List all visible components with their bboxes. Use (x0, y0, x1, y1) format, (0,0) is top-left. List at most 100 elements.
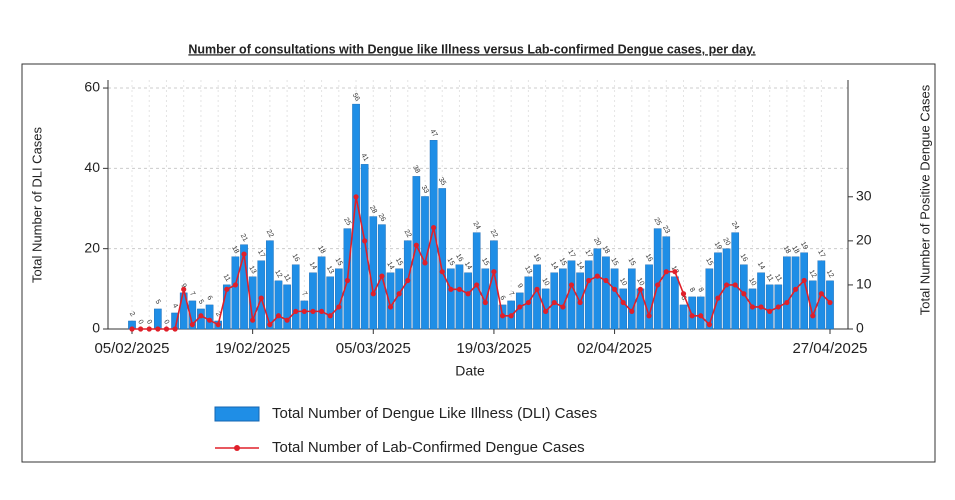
value-label: 15 (627, 257, 637, 267)
bar (429, 140, 438, 330)
y2-tick-label: 10 (856, 276, 872, 292)
point (775, 304, 781, 310)
value-label: 26 (377, 213, 387, 223)
value-label: 5 (154, 299, 162, 306)
bar (584, 260, 593, 330)
point (810, 313, 816, 319)
legend-label: Total Number of Lab-Confirmed Dengue Cas… (272, 439, 585, 456)
value-label: 14 (549, 261, 559, 271)
y-tick-label: 40 (84, 159, 100, 175)
point (241, 251, 247, 257)
point (215, 321, 221, 328)
point (517, 304, 523, 310)
bar (481, 268, 490, 330)
value-label: 20 (592, 237, 602, 247)
bar (610, 268, 619, 330)
value-label: 13 (247, 265, 257, 275)
value-label: 33 (420, 185, 430, 195)
point (801, 277, 807, 284)
value-label: 15 (609, 257, 619, 267)
value-label: 10 (618, 277, 628, 287)
value-label: 15 (480, 257, 490, 267)
value-label: 17 (256, 249, 266, 259)
bar (627, 268, 636, 330)
point (474, 282, 480, 288)
value-label: 41 (359, 152, 369, 162)
bar (317, 256, 326, 330)
point (715, 295, 721, 301)
y2-tick-label: 30 (856, 187, 872, 203)
value-label: 11 (765, 273, 775, 283)
point (560, 304, 566, 310)
value-label: 16 (532, 253, 542, 263)
point (129, 326, 135, 332)
point (482, 299, 488, 306)
point (301, 308, 307, 314)
point (594, 273, 600, 279)
point (344, 277, 351, 284)
value-label: 22 (402, 229, 412, 239)
bar (455, 264, 464, 330)
value-label: 19 (713, 241, 723, 251)
point (680, 291, 687, 297)
value-label: 10 (635, 277, 645, 287)
point (155, 326, 161, 332)
value-label: 18 (790, 245, 800, 255)
point (603, 277, 609, 284)
bar (386, 272, 395, 330)
point (818, 291, 824, 297)
point (568, 282, 575, 288)
line (132, 196, 831, 330)
bar (714, 252, 722, 330)
point (508, 313, 514, 319)
value-label: 7 (188, 291, 196, 298)
point (353, 194, 359, 200)
value-label: 12 (807, 269, 817, 279)
bar (653, 228, 662, 330)
point (586, 277, 592, 284)
bar (309, 272, 317, 330)
point (827, 299, 833, 306)
bar (740, 264, 748, 330)
point (629, 308, 635, 314)
value-label: 14 (385, 261, 395, 271)
value-label: 10 (540, 277, 550, 287)
value-label: 16 (739, 253, 749, 263)
value-label: 0 (145, 319, 153, 326)
value-label: 15 (334, 257, 344, 267)
bar (326, 276, 335, 330)
bar (662, 236, 671, 330)
value-label: 16 (644, 253, 654, 263)
chart-title: Number of consultations with Dengue like… (188, 42, 755, 56)
value-label: 8 (688, 287, 696, 294)
value-label: 7 (507, 291, 515, 298)
point (387, 304, 394, 310)
point (431, 225, 437, 231)
point (723, 282, 730, 288)
value-label: 18 (316, 245, 326, 255)
point (792, 286, 799, 292)
value-label: 56 (351, 92, 361, 102)
point (672, 269, 678, 275)
point (362, 238, 368, 244)
bar (464, 272, 472, 330)
value-label: 14 (463, 261, 473, 271)
value-label: 38 (411, 164, 421, 174)
point (577, 299, 583, 306)
bar (567, 260, 576, 330)
point (706, 321, 712, 328)
point (310, 308, 316, 314)
point (396, 291, 402, 297)
x-tick-label: 05/03/2025 (336, 340, 411, 357)
value-label: 6 (498, 295, 506, 302)
value-label: 14 (575, 261, 585, 271)
bar (274, 280, 283, 330)
value-label: 14 (308, 261, 318, 271)
x-axis-label: Date (455, 363, 485, 379)
value-label: 10 (747, 277, 757, 287)
point (327, 313, 333, 319)
legend-swatch (214, 406, 260, 422)
value-label: 22 (265, 229, 275, 239)
y-tick-label: 60 (84, 79, 100, 95)
x-tick-label: 05/02/2025 (94, 340, 169, 357)
